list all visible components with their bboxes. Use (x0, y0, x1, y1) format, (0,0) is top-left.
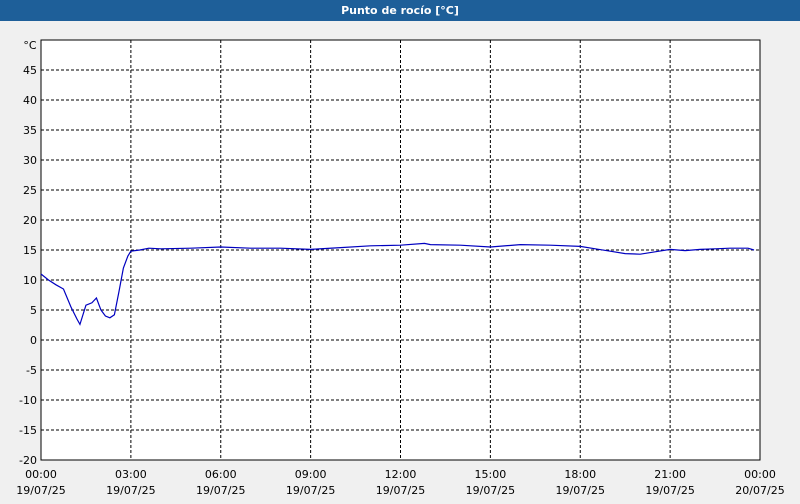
y-tick-label: 0 (30, 334, 37, 347)
chart-title: Punto de rocío [°C] (341, 4, 459, 17)
x-tick-date: 19/07/25 (106, 484, 155, 497)
y-tick-label: 35 (23, 124, 37, 137)
y-tick-label: 30 (23, 154, 37, 167)
y-tick-label: 40 (23, 94, 37, 107)
x-tick-date: 19/07/25 (196, 484, 245, 497)
y-tick-label: -15 (19, 424, 37, 437)
x-tick-label: 15:00 (475, 468, 507, 481)
y-tick-label: 25 (23, 184, 37, 197)
x-tick-label: 12:00 (385, 468, 417, 481)
x-tick-date: 19/07/25 (645, 484, 694, 497)
y-unit: °C (23, 39, 37, 52)
x-tick-label: 21:00 (654, 468, 686, 481)
x-tick-label: 03:00 (115, 468, 147, 481)
y-tick-label: -10 (19, 394, 37, 407)
y-tick-label: 20 (23, 214, 37, 227)
y-tick-label: 10 (23, 274, 37, 287)
y-tick-label: 45 (23, 64, 37, 77)
x-tick-date: 19/07/25 (556, 484, 605, 497)
x-tick-label: 00:00 (25, 468, 57, 481)
y-tick-label: 5 (30, 304, 37, 317)
x-tick-label: 18:00 (564, 468, 596, 481)
x-tick-label: 09:00 (295, 468, 327, 481)
x-tick-date: 19/07/25 (16, 484, 65, 497)
x-tick-date: 19/07/25 (466, 484, 515, 497)
x-tick-date: 19/07/25 (376, 484, 425, 497)
data-line (40, 242, 755, 326)
title-bar (0, 0, 800, 21)
y-tick-label: 15 (23, 244, 37, 257)
x-tick-date: 20/07/25 (735, 484, 784, 497)
x-tick-label: 00:00 (744, 468, 776, 481)
x-tick-label: 06:00 (205, 468, 237, 481)
y-tick-label: -20 (19, 454, 37, 467)
x-tick-date: 19/07/25 (286, 484, 335, 497)
y-tick-label: -5 (26, 364, 37, 377)
